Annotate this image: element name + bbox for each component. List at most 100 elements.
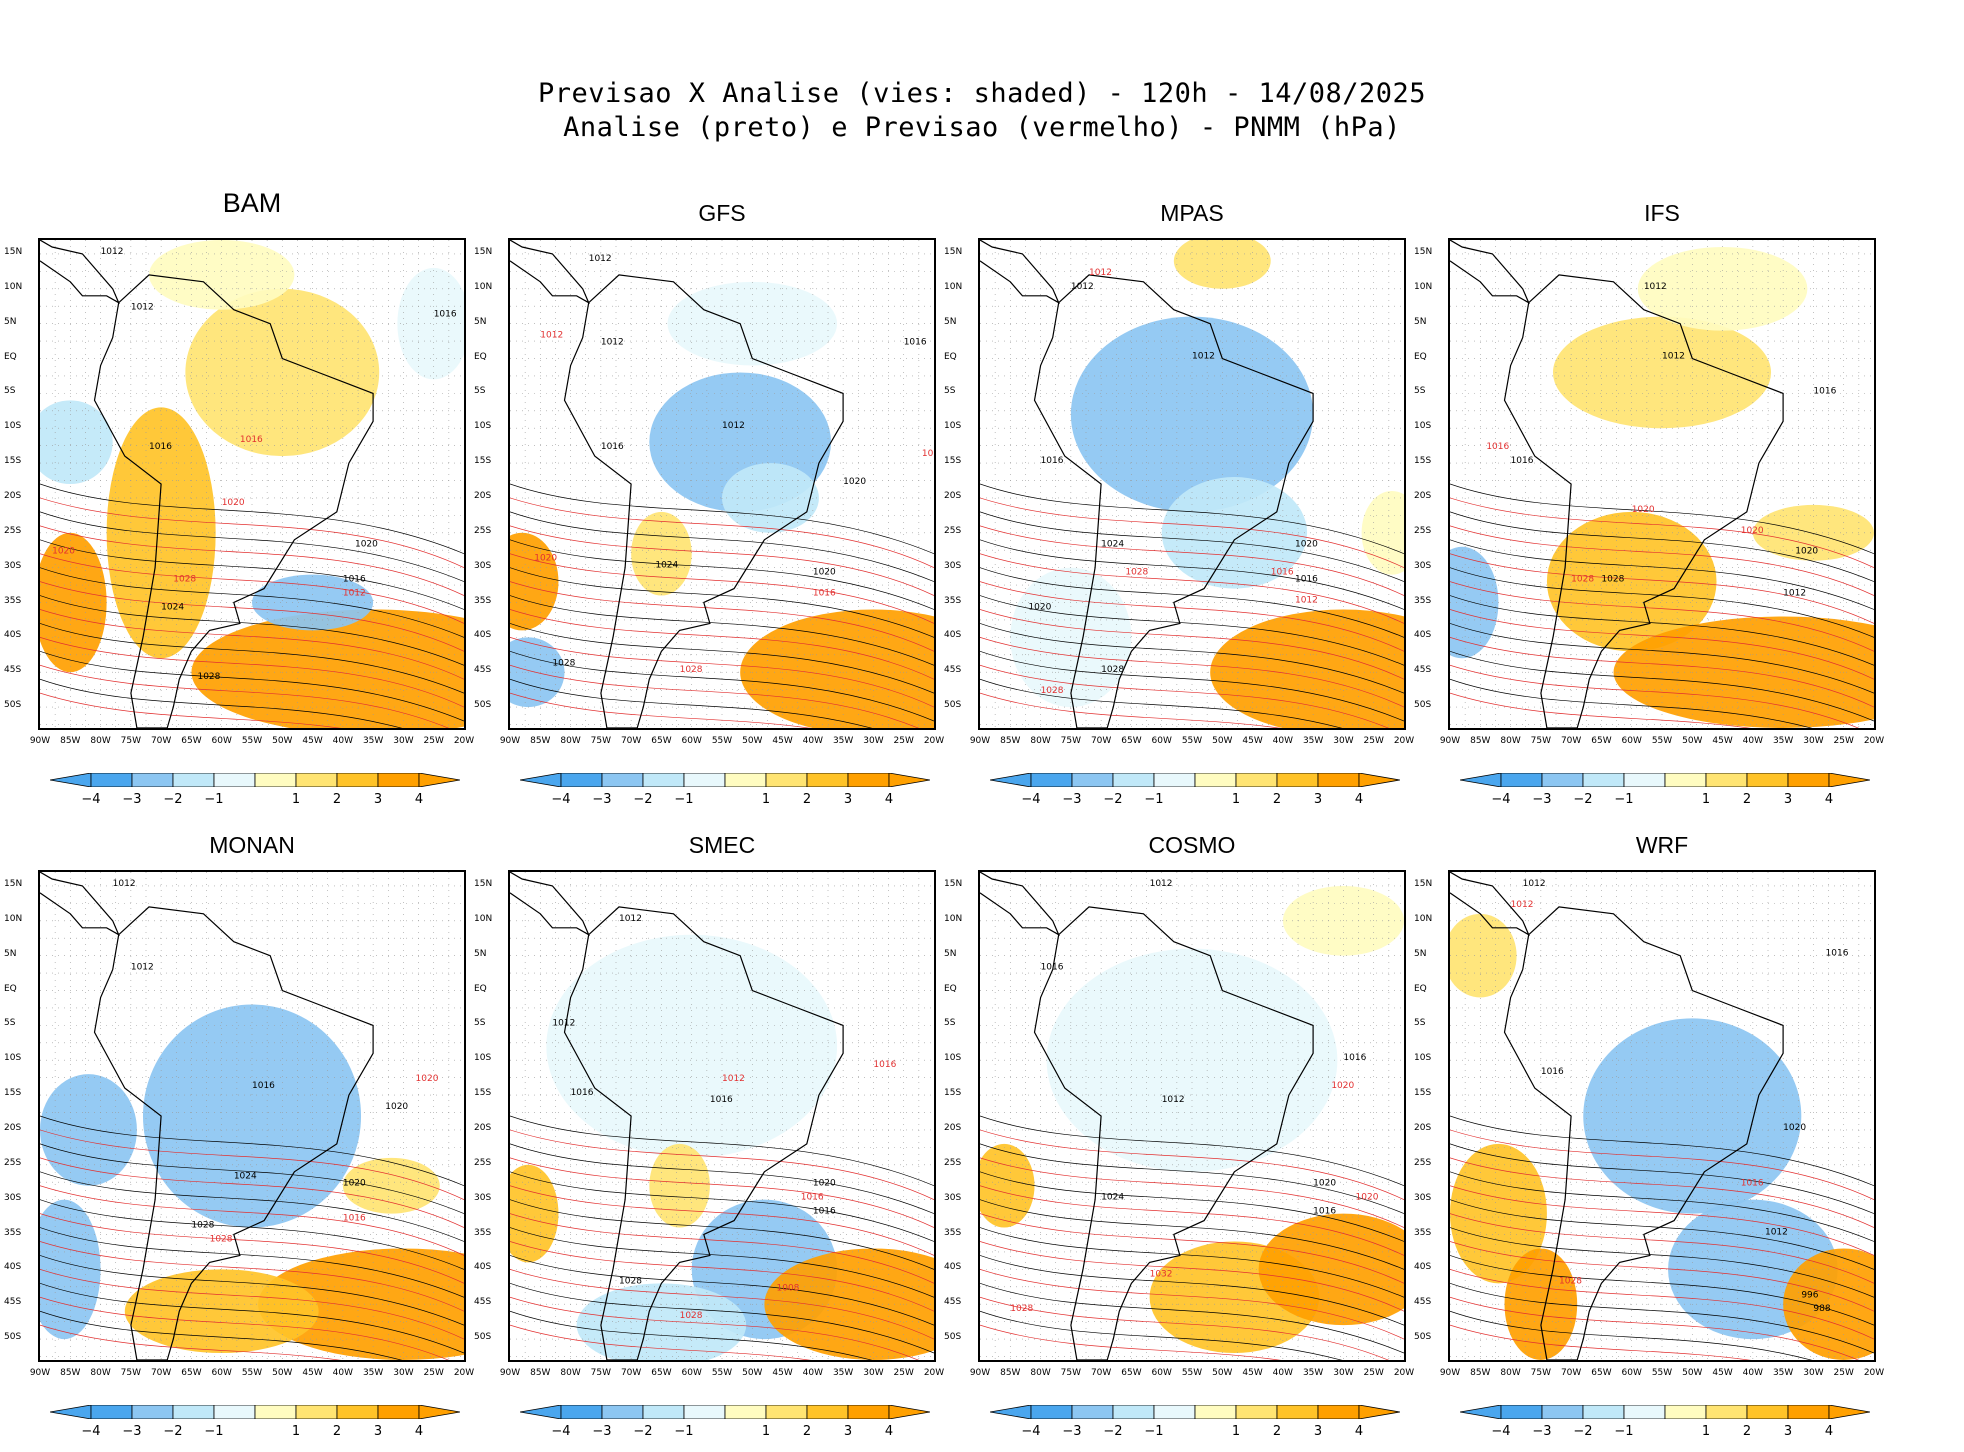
colorbar-label: 1 xyxy=(1701,1424,1711,1439)
colorbar-label: 2 xyxy=(332,1424,342,1439)
colorbar-label: −1 xyxy=(204,1424,224,1439)
lon-tick-label: 65W xyxy=(1121,736,1142,746)
lat-tick-label: 10N xyxy=(944,913,963,924)
analysis-isobar-label: 1012 xyxy=(1644,282,1667,292)
lon-tick-label: 80W xyxy=(1500,736,1521,746)
analysis-isobar-label: 1016 xyxy=(1343,1053,1366,1063)
colorbar xyxy=(989,1404,1401,1420)
panel-title: COSMO xyxy=(1148,832,1236,858)
lat-tick-label: 10N xyxy=(1414,913,1433,924)
lat-tick-label: 15N xyxy=(474,878,493,889)
colorbar-label: −3 xyxy=(122,792,142,807)
lon-tick-label: 85W xyxy=(1470,736,1491,746)
lat-tick-label: 35S xyxy=(4,1227,22,1238)
analysis-isobar-label: 1012 xyxy=(722,421,745,431)
figure-title-line2: Analise (preto) e Previsao (vermelho) - … xyxy=(563,112,1401,143)
bias-area xyxy=(1258,1213,1404,1326)
lon-tick-label: 60W xyxy=(211,736,232,746)
analysis-isobar-label: 1028 xyxy=(1601,575,1624,585)
analysis-isobar-label: 1024 xyxy=(234,1172,257,1182)
lon-tick-label: 70W xyxy=(1560,736,1582,746)
bias-area xyxy=(667,281,838,366)
bias-area xyxy=(1046,948,1338,1172)
colorbar-label: −3 xyxy=(1062,1424,1082,1439)
lon-tick-label: 50W xyxy=(1682,736,1703,746)
colorbar-label: 4 xyxy=(1354,792,1364,807)
lon-tick-label: 30W xyxy=(1333,1368,1354,1378)
forecast-isobar-label: 1028 xyxy=(1010,1304,1033,1314)
forecast-isobar-label: 1028 xyxy=(1559,1276,1582,1286)
lat-tick-label: 15S xyxy=(4,456,22,467)
lat-tick-label: 15S xyxy=(1414,1088,1432,1099)
south-america-outline xyxy=(1503,906,1784,1360)
forecast-isobar-label: 1012 xyxy=(1089,268,1112,278)
forecast-isobar-label: 1008 xyxy=(777,1283,800,1293)
map-frame: 1012101610161020101299698810121016101610… xyxy=(1448,870,1876,1362)
analysis-isobar-label: 1016 xyxy=(1511,456,1534,466)
lat-tick-label: 5N xyxy=(4,948,17,959)
lon-tick-label: 35W xyxy=(1772,736,1794,746)
analysis-isobar-label: 1012 xyxy=(601,338,624,348)
lat-tick-label: 10N xyxy=(4,913,23,924)
lat-tick-label: 5S xyxy=(474,386,486,397)
bias-area xyxy=(740,609,934,728)
panel-ifs: IFS 1012 1012 1016 1016 1020 1012 1028 1016 1020 1… xyxy=(1410,200,1884,820)
colorbar xyxy=(49,1404,461,1420)
lat-tick-label: 10S xyxy=(474,421,492,432)
colorbar-label: 4 xyxy=(884,792,894,807)
analysis-isobar-label: 1024 xyxy=(1101,1193,1124,1203)
lon-tick-label: 85W xyxy=(60,736,81,746)
lat-tick-label: 25S xyxy=(1414,525,1432,536)
colorbar-label: −1 xyxy=(204,792,224,807)
analysis-isobar-label: 1012 xyxy=(619,914,642,924)
lon-tick-label: 45W xyxy=(772,736,793,746)
colorbar-label: 3 xyxy=(1783,792,1793,807)
forecast-isobar-label: 1016 xyxy=(873,1060,896,1070)
analysis-isobar-label: 1028 xyxy=(197,672,220,682)
lat-tick-label: 25S xyxy=(944,525,962,536)
forecast-isobar-label: 1028 xyxy=(1571,575,1594,585)
bias-area xyxy=(510,1164,559,1263)
lat-tick-label: 5S xyxy=(1414,1018,1426,1029)
lat-tick-label: 15N xyxy=(4,878,23,889)
analysis-isobar-label: 1012 xyxy=(131,303,154,313)
lon-tick-label: 35W xyxy=(1302,1368,1324,1378)
lat-tick-label: 25S xyxy=(4,525,22,536)
lat-tick-label: 35S xyxy=(474,595,492,606)
analysis-isobar-label: 1012 xyxy=(1162,1095,1185,1105)
colorbar-label: −4 xyxy=(1491,792,1511,807)
lon-tick-label: 90W xyxy=(499,736,521,746)
lon-tick-label: 80W xyxy=(90,736,111,746)
lat-tick-label: 5N xyxy=(474,948,487,959)
lat-tick-label: EQ xyxy=(474,351,487,362)
colorbar xyxy=(1459,772,1871,788)
lat-tick-label: 50S xyxy=(1414,700,1432,711)
forecast-isobar-label: 1028 xyxy=(210,1234,233,1244)
lon-tick-label: 25W xyxy=(893,736,914,746)
panel-title: MPAS xyxy=(1160,200,1224,226)
colorbar-label: 4 xyxy=(1354,1424,1364,1439)
colorbar xyxy=(519,1404,931,1420)
colorbar-label: 2 xyxy=(1272,792,1282,807)
lat-tick-label: 50S xyxy=(474,700,492,711)
analysis-isobar-label: 1012 xyxy=(1765,1228,1788,1238)
analysis-isobar-label: 1012 xyxy=(101,247,124,257)
forecast-isobar-label: 1020 xyxy=(416,1074,439,1084)
bias-area xyxy=(149,240,295,310)
lat-tick-label: 5N xyxy=(1414,948,1427,959)
forecast-isobar-label: 1020 xyxy=(534,554,557,564)
analysis-isobar-label: 1016 xyxy=(1041,963,1064,973)
lon-tick-label: 60W xyxy=(1151,736,1172,746)
lon-tick-label: 60W xyxy=(1621,736,1642,746)
lon-tick-label: 20W xyxy=(453,1368,475,1378)
bias-area xyxy=(258,1248,464,1360)
colorbar-label: 1 xyxy=(291,1424,301,1439)
colorbar-label: −2 xyxy=(1103,792,1123,807)
lat-tick-label: 35S xyxy=(1414,1227,1432,1238)
map-frame: 1012 1012 1016 1016 1020 1012 1028 1016 1020 1028… xyxy=(1448,238,1876,730)
bias-area xyxy=(722,463,819,533)
lat-tick-label: 10S xyxy=(1414,421,1432,432)
forecast-isobar-label: 1012 xyxy=(722,1074,745,1084)
analysis-isobar-label: 1016 xyxy=(1826,949,1849,959)
lon-tick-label: 90W xyxy=(1439,1368,1461,1378)
